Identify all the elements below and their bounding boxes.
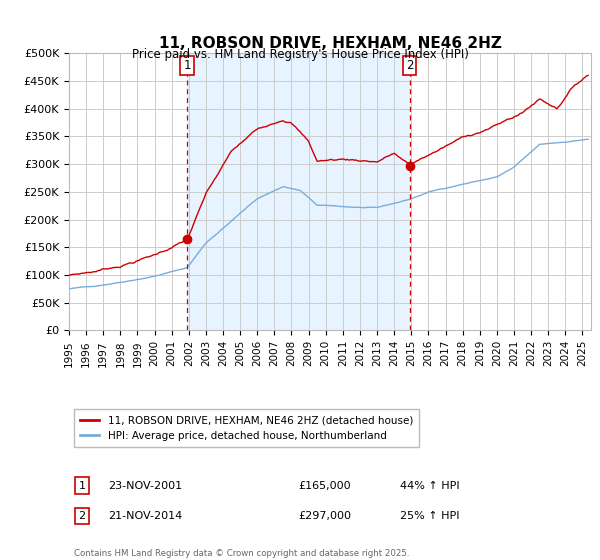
Text: Contains HM Land Registry data © Crown copyright and database right 2025.
This d: Contains HM Land Registry data © Crown c… (74, 549, 410, 560)
Text: Price paid vs. HM Land Registry's House Price Index (HPI): Price paid vs. HM Land Registry's House … (131, 48, 469, 60)
Text: £297,000: £297,000 (299, 511, 352, 521)
Text: 2: 2 (79, 511, 86, 521)
Text: £165,000: £165,000 (299, 480, 352, 491)
Title: 11, ROBSON DRIVE, HEXHAM, NE46 2HZ: 11, ROBSON DRIVE, HEXHAM, NE46 2HZ (158, 36, 502, 50)
Text: 25% ↑ HPI: 25% ↑ HPI (400, 511, 460, 521)
Text: 2: 2 (406, 59, 413, 72)
Text: 23-NOV-2001: 23-NOV-2001 (108, 480, 182, 491)
Text: 44% ↑ HPI: 44% ↑ HPI (400, 480, 460, 491)
Text: 1: 1 (79, 480, 86, 491)
Text: 21-NOV-2014: 21-NOV-2014 (108, 511, 182, 521)
Bar (187, 53, 410, 330)
Legend: 11, ROBSON DRIVE, HEXHAM, NE46 2HZ (detached house), HPI: Average price, detache: 11, ROBSON DRIVE, HEXHAM, NE46 2HZ (deta… (74, 409, 419, 447)
Text: 1: 1 (184, 59, 191, 72)
